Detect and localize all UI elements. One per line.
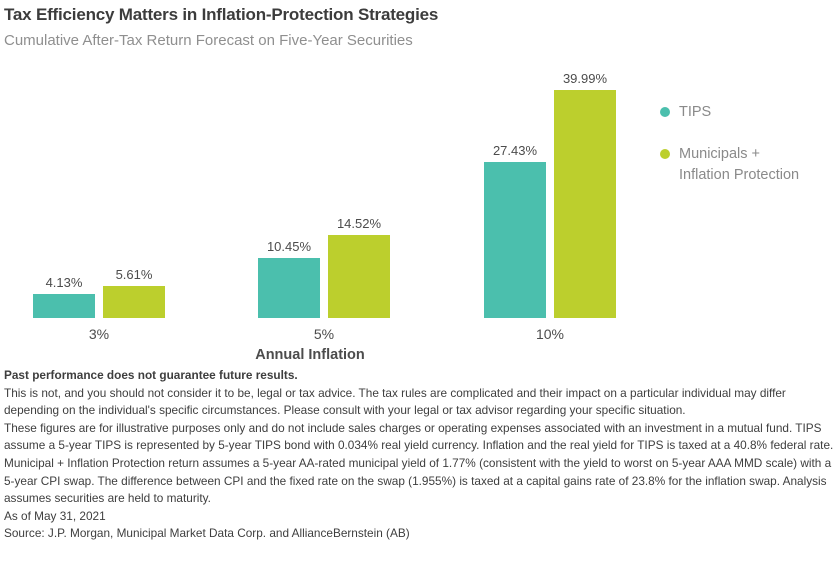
bar-wrap: 10.45% [258, 239, 320, 318]
bar-value-label: 14.52% [336, 216, 382, 231]
x-axis-label: Annual Inflation [255, 347, 365, 363]
bar-tips [484, 162, 546, 318]
bar-group-10pct: 27.43% 39.99% [484, 71, 616, 318]
bar-wrap: 14.52% [328, 216, 390, 318]
legend-item-tips: TIPS [660, 102, 799, 123]
legend-dot-icon [660, 107, 670, 117]
legend-label: Municipals + Inflation Protection [679, 146, 800, 183]
bar-wrap: 27.43% [484, 143, 546, 318]
disclaimer-past-performance: Past performance does not guarantee futu… [4, 368, 298, 382]
bar-tips [33, 294, 95, 318]
bar-value-label: 10.45% [266, 239, 312, 254]
bar-value-label: 27.43% [492, 143, 538, 158]
disclaimer-assumptions: These figures are for illustrative purpo… [4, 420, 834, 506]
bar-municipals-inflation-protection [328, 235, 390, 318]
bar-municipals-inflation-protection [554, 90, 616, 318]
bar-value-label: 39.99% [562, 71, 608, 86]
legend-label: TIPS [679, 104, 712, 120]
legend-dot-icon [660, 149, 670, 159]
bar-wrap: 5.61% [103, 267, 165, 318]
bar-value-label: 5.61% [115, 267, 153, 282]
footer-disclaimer: Past performance does not guarantee futu… [4, 367, 837, 543]
x-tick-label: 5% [313, 326, 335, 342]
legend-item-municipals-inflation-protection: Municipals + Inflation Protection [660, 144, 799, 186]
bar-group-3pct: 4.13% 5.61% [33, 267, 165, 318]
disclaimer-legal-tax: This is not, and you should not consider… [4, 385, 786, 418]
x-tick-label: 10% [535, 326, 565, 342]
bar-municipals-inflation-protection [103, 286, 165, 318]
bar-wrap: 4.13% [33, 275, 95, 318]
source-line: Source: J.P. Morgan, Municipal Market Da… [4, 526, 410, 541]
bar-wrap: 39.99% [554, 71, 616, 318]
bar-value-label: 4.13% [45, 275, 83, 290]
as-of-date: As of May 31, 2021 [4, 508, 106, 523]
plot-area: 4.13% 5.61% 3% 10.45% 14.52% 5% 27.43% 39.99% 10… [0, 0, 656, 342]
bar-tips [258, 258, 320, 318]
bar-group-5pct: 10.45% 14.52% [258, 216, 390, 318]
chart-subtitle: Cumulative After-Tax Return Forecast on … [4, 32, 413, 49]
legend: TIPS Municipals + Inflation Protection [660, 102, 799, 186]
chart-title: Tax Efficiency Matters in Inflation-Prot… [4, 5, 439, 24]
x-tick-label: 3% [88, 326, 110, 342]
